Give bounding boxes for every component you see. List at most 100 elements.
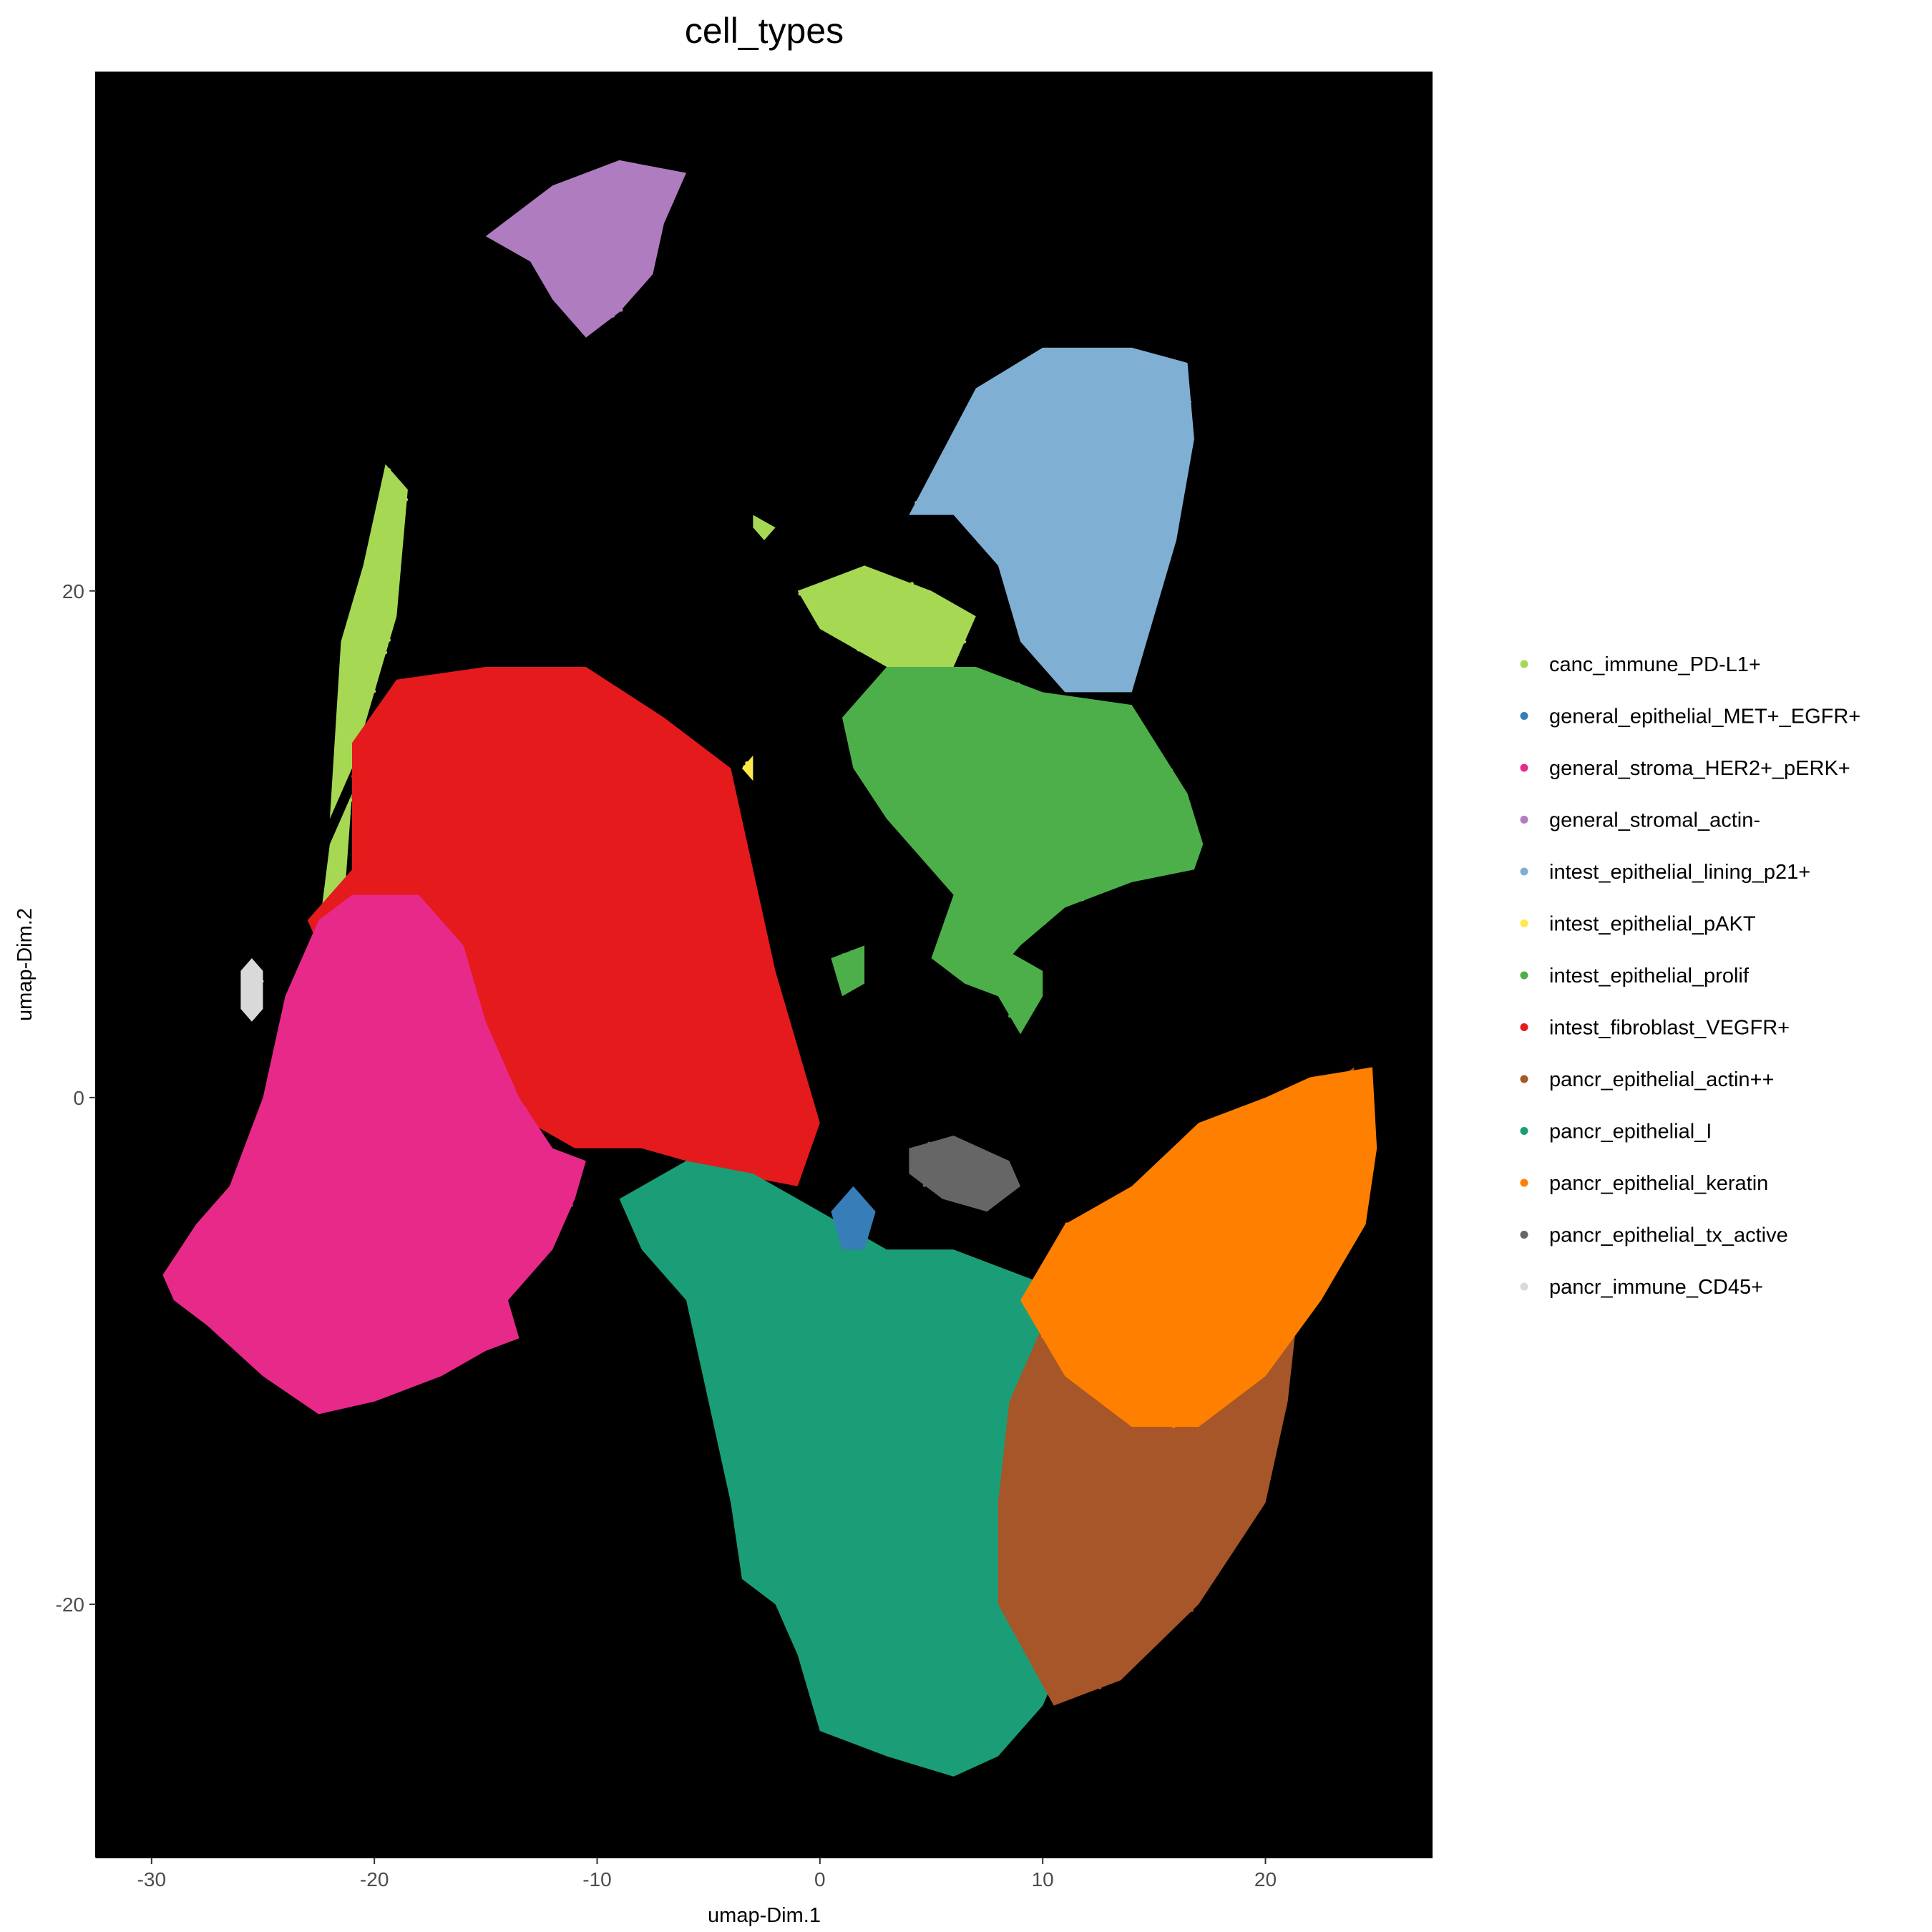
data-point [1062, 682, 1066, 686]
data-point [983, 904, 987, 908]
legend-item: pancr_epithelial_keratin [1520, 1172, 1768, 1195]
data-point [1209, 1240, 1213, 1244]
data-point [347, 1148, 351, 1152]
data-point [1043, 640, 1046, 644]
data-point [525, 753, 530, 758]
data-point [1120, 445, 1124, 449]
data-point [1002, 801, 1006, 804]
data-point [952, 1162, 955, 1166]
data-point [1005, 1632, 1010, 1636]
cluster-region [831, 1186, 876, 1250]
data-point [1125, 1229, 1128, 1232]
data-point [1003, 1599, 1008, 1604]
data-point [1063, 623, 1067, 627]
data-point [609, 307, 613, 311]
data-point [734, 1251, 738, 1255]
data-point [1031, 696, 1035, 700]
legend-label: general_stromal_actin- [1549, 809, 1760, 832]
data-point [903, 774, 907, 778]
data-point [1123, 349, 1127, 353]
data-point [1108, 1355, 1111, 1359]
data-point [811, 1230, 816, 1234]
data-point [876, 774, 879, 778]
data-point [266, 1283, 270, 1287]
data-point [497, 804, 501, 809]
x-tick-label: -10 [582, 1868, 611, 1890]
data-point [562, 181, 567, 185]
data-point [429, 955, 434, 960]
data-point [555, 899, 559, 904]
data-point [855, 1531, 859, 1536]
data-point [394, 515, 397, 519]
data-point [1139, 476, 1143, 480]
data-point [963, 750, 967, 754]
data-point [978, 1665, 982, 1669]
data-point [1129, 1420, 1133, 1423]
data-point [919, 708, 923, 713]
data-point [965, 444, 970, 449]
data-point [401, 1054, 406, 1058]
data-point [1147, 1559, 1151, 1563]
data-point [1131, 630, 1135, 634]
data-point [381, 829, 385, 834]
data-point [895, 823, 899, 827]
data-point [1002, 1425, 1007, 1428]
data-point [1144, 1579, 1148, 1582]
data-point [193, 1232, 197, 1236]
legend-label: pancr_epithelial_actin++ [1549, 1068, 1774, 1091]
data-point [524, 1115, 528, 1119]
data-point [864, 619, 868, 623]
data-point [932, 1358, 937, 1362]
data-point [431, 1197, 435, 1201]
data-point [1297, 1314, 1301, 1318]
data-point [333, 884, 337, 887]
cluster-pancr_immune_CD45+ [240, 958, 264, 1022]
data-point [394, 1332, 398, 1337]
data-point [955, 720, 958, 724]
data-point [1028, 857, 1033, 861]
data-point [919, 1295, 923, 1299]
data-point [701, 1057, 705, 1061]
data-point [879, 607, 883, 611]
data-point [782, 1152, 786, 1156]
data-point [417, 1340, 421, 1343]
data-point [1163, 515, 1168, 519]
data-point [920, 751, 924, 755]
data-point [376, 1201, 380, 1206]
data-point [716, 836, 721, 840]
data-point [677, 1191, 681, 1194]
data-point [1201, 1273, 1204, 1277]
data-point [1050, 1433, 1055, 1437]
data-point [570, 1204, 573, 1207]
data-point [688, 1166, 692, 1171]
data-point [1071, 473, 1075, 477]
data-point [1252, 1213, 1256, 1216]
data-point [839, 1341, 844, 1345]
data-point [890, 1282, 894, 1286]
data-point [743, 765, 747, 769]
data-point [678, 755, 682, 759]
data-point [572, 1108, 575, 1113]
legend-key [1520, 712, 1528, 720]
data-point [974, 821, 977, 824]
cluster-intest_epithelial_prolif [942, 945, 1043, 1035]
data-point [849, 950, 853, 955]
data-point [1037, 1351, 1041, 1355]
data-point [361, 1084, 366, 1088]
data-point [1012, 1353, 1016, 1357]
data-point [1017, 924, 1020, 929]
data-point [361, 658, 365, 661]
data-point [592, 1029, 596, 1033]
data-point [464, 1111, 467, 1115]
data-point [1317, 1115, 1321, 1119]
data-point [1080, 1372, 1085, 1376]
data-point [1278, 1178, 1282, 1182]
data-point [882, 1269, 887, 1273]
data-point [621, 273, 625, 278]
data-point [1130, 836, 1134, 840]
data-point [817, 1634, 821, 1638]
data-point [1133, 359, 1138, 364]
data-point [743, 1517, 746, 1521]
data-point [519, 1147, 523, 1151]
data-point [731, 1194, 734, 1199]
